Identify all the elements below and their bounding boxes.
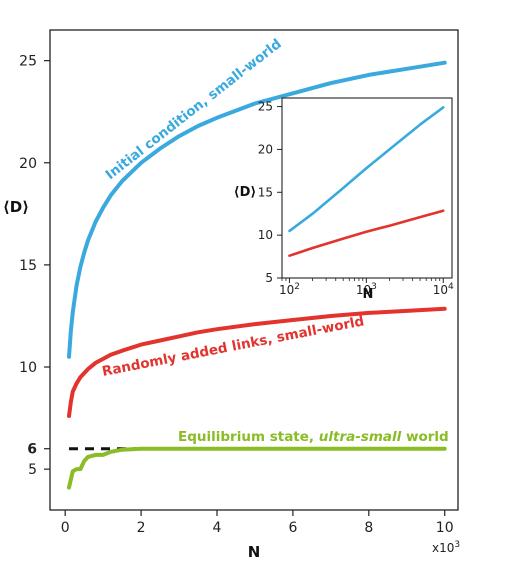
main-ticks: 0 2 4 6 8 10 5 6 10 15 20 25 xyxy=(19,54,453,536)
inset-y-tick-label: 15 xyxy=(258,185,273,199)
x-tick-label: 2 xyxy=(137,520,146,536)
series-line-1 xyxy=(67,306,447,418)
inset-x-axis-label: N xyxy=(363,287,374,302)
x-tick-label: 10 xyxy=(436,520,454,536)
y-tick-label: 25 xyxy=(19,54,37,70)
inset-plot-frame xyxy=(281,97,453,279)
series-label-equilibrium: Equilibrium state, ultra-small world xyxy=(178,429,449,445)
y-tick-label: 6 xyxy=(27,442,37,458)
series-label-equilibrium-plain: Equilibrium state, xyxy=(178,429,319,445)
x-multiplier-base: x10 xyxy=(432,541,454,555)
inset-series-line-0 xyxy=(288,106,445,233)
x-multiplier: x103 xyxy=(432,540,460,555)
x-tick-label: 4 xyxy=(213,520,222,536)
inset-x-tick-label: 103 xyxy=(356,282,377,297)
main-plot-frame xyxy=(49,29,459,511)
series-label-equilibrium-italic: ultra-small xyxy=(319,429,402,445)
x-tick-label: 0 xyxy=(61,520,70,536)
x-tick-label: 6 xyxy=(288,520,297,536)
series-line-2 xyxy=(67,446,447,490)
y-tick-label: 5 xyxy=(28,462,37,478)
inset-y-tick-label: 25 xyxy=(258,100,273,114)
y-tick-label: 20 xyxy=(19,156,37,172)
main-series-lines xyxy=(67,60,447,490)
x-axis-label: N xyxy=(248,543,261,561)
inset-x-tick-label: 104 xyxy=(433,282,454,297)
inset-plot: 102 103 104 5 10 15 20 25 N ⟨D⟩ xyxy=(234,97,454,302)
inset-y-tick-label: 10 xyxy=(258,228,273,242)
inset-y-tick-label: 20 xyxy=(258,142,273,156)
y-tick-label: 10 xyxy=(19,360,37,376)
inset-x-tick-label: 102 xyxy=(279,282,300,297)
inset-series-line-1 xyxy=(288,209,445,257)
inset-y-axis-label: ⟨D⟩ xyxy=(234,185,257,200)
x-multiplier-exp: 3 xyxy=(454,540,460,550)
y-axis-label: ⟨D⟩ xyxy=(3,198,29,216)
series-line-0 xyxy=(67,60,447,359)
inset-series-lines xyxy=(288,106,445,257)
y-tick-label: 15 xyxy=(19,258,37,274)
x-tick-label: 8 xyxy=(364,520,373,536)
inset-y-tick-label: 5 xyxy=(265,271,273,285)
series-label-equilibrium-tail: world xyxy=(401,429,448,445)
inset-ticks: 102 103 104 5 10 15 20 25 xyxy=(258,100,454,297)
